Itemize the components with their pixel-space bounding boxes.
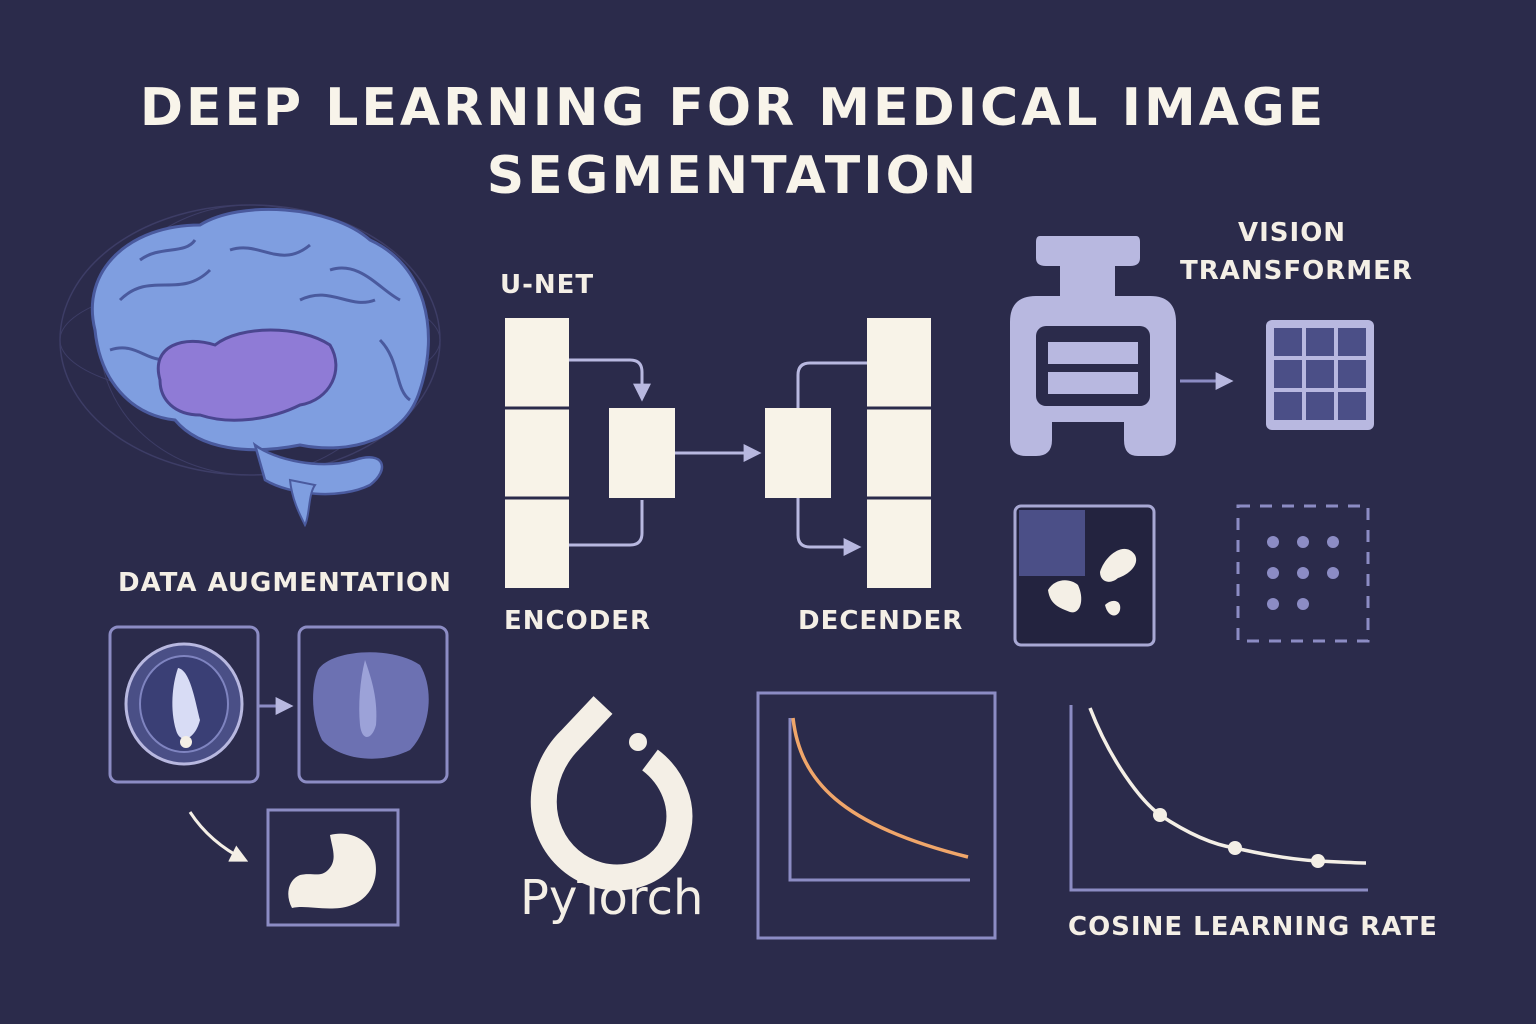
title-line-2: SEGMENTATION — [486, 146, 980, 206]
segmentation-mask-icon — [1013, 504, 1156, 647]
augment-arrow-down — [188, 811, 249, 862]
title-line-1: DEEP LEARNING FOR MEDICAL IMAGE — [139, 78, 1327, 138]
pytorch-logo-icon — [530, 696, 693, 891]
stomach-crop — [266, 808, 400, 927]
brain-icon — [59, 204, 441, 528]
lr-curve — [1088, 707, 1367, 865]
vit-label-line-2: TRANSFORMER — [1180, 256, 1413, 286]
augmentation-label: DATA AUGMENTATION — [118, 568, 452, 598]
ct-scan-augmented — [297, 625, 449, 784]
lr-point — [1311, 854, 1325, 868]
unet-diagram — [505, 318, 931, 588]
encoder-label: ENCODER — [504, 606, 652, 636]
lr-point — [1153, 808, 1167, 822]
lr-label: COSINE LEARNING RATE — [1068, 912, 1438, 942]
ct-scan-original — [108, 625, 260, 784]
loss-chart — [756, 691, 997, 940]
loss-curve — [791, 717, 969, 859]
encoder-column — [505, 318, 569, 588]
page-title: DEEP LEARNING FOR MEDICAL IMAGE SEGMENTA… — [0, 74, 1466, 210]
lr-chart — [1069, 705, 1368, 892]
lr-point — [1228, 841, 1242, 855]
decoder-column — [867, 318, 931, 588]
decoder-bottleneck-block — [765, 408, 831, 498]
vit-label-line-1: VISION — [1238, 218, 1347, 248]
attention-dots-icon — [1236, 504, 1370, 643]
vit-icon — [1010, 236, 1176, 456]
patch-grid-icon — [1266, 320, 1374, 430]
encoder-bottleneck-block — [609, 408, 675, 498]
decoder-label: DECENDER — [798, 606, 964, 636]
unet-label: U-NET — [500, 270, 595, 300]
